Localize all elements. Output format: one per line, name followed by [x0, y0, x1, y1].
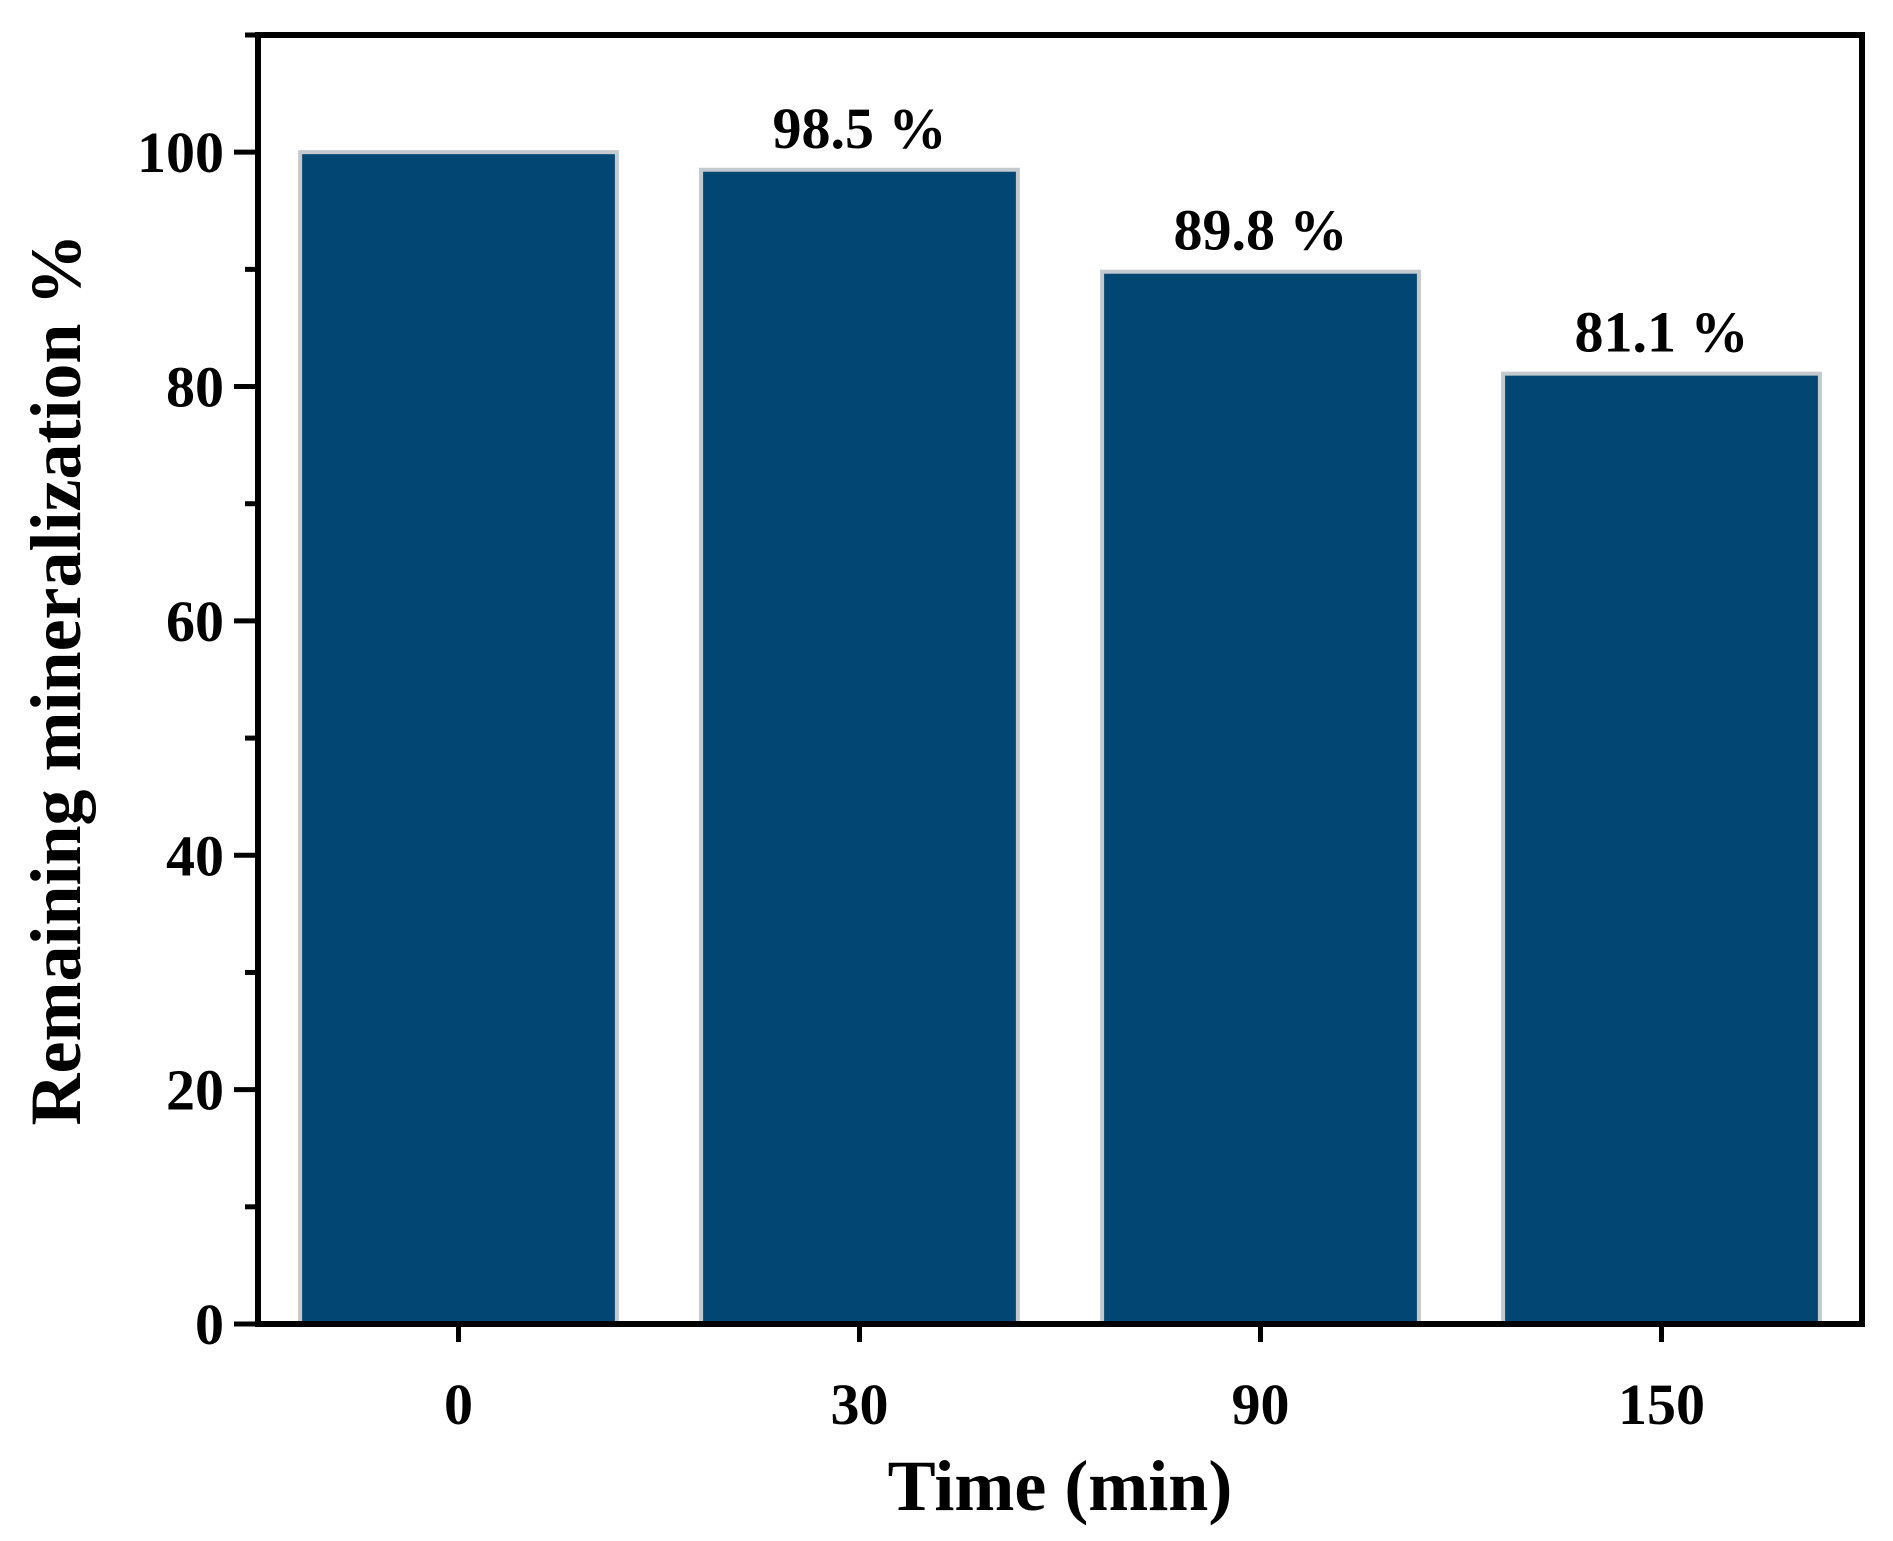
x-axis-title: Time (min) [888, 1446, 1233, 1526]
x-tick-label-150: 150 [1618, 1372, 1705, 1437]
x-tick-label-90: 90 [1232, 1372, 1290, 1437]
y-tick-label-20: 20 [166, 1058, 224, 1123]
data-label-150: 81.1 % [1575, 300, 1749, 365]
y-tick-label-100: 100 [137, 120, 224, 185]
x-tick-label-30: 30 [831, 1372, 889, 1437]
bars-layer [298, 150, 1822, 1327]
bar-30 [699, 167, 1020, 1327]
data-labels-layer: 98.5 % 89.8 % 81.1 % [773, 96, 1749, 365]
plot-frame [255, 32, 1865, 1327]
y-axis-title: Remaining mineralization % [16, 234, 96, 1126]
x-tick-label-0: 0 [444, 1372, 473, 1437]
y-tick-label-40: 40 [166, 823, 224, 888]
bar-150 [1501, 371, 1822, 1326]
data-label-90: 89.8 % [1174, 198, 1348, 263]
bar-0 [298, 150, 619, 1327]
x-axis-ticks: 0 30 90 150 [444, 1324, 1705, 1437]
y-tick-label-80: 80 [166, 355, 224, 420]
data-label-30: 98.5 % [773, 96, 947, 161]
bar-90 [1100, 269, 1421, 1326]
y-tick-label-60: 60 [166, 589, 224, 654]
y-tick-label-0: 0 [195, 1292, 224, 1357]
y-axis-ticks: 0 20 40 60 80 100 [137, 32, 258, 1357]
